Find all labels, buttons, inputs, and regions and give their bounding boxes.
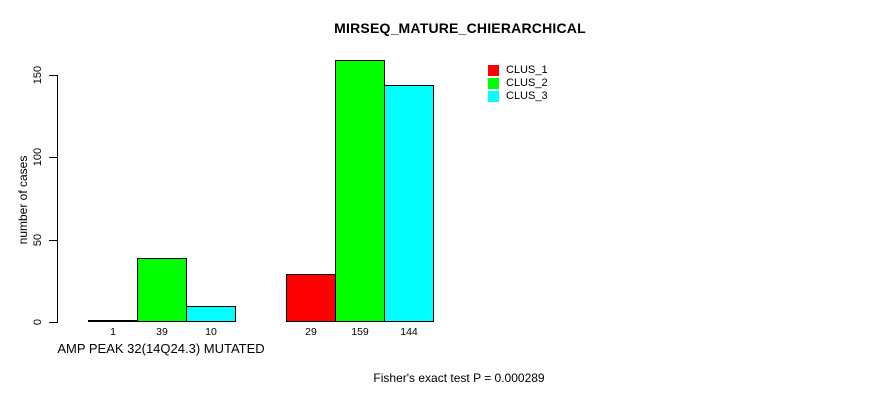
bar-value-label: 10: [205, 326, 217, 338]
y-axis-tick-label: 0: [32, 318, 44, 326]
bar-clus_3-group2: [384, 85, 434, 322]
legend-label-clus_1: CLUS_1: [506, 64, 548, 76]
x-axis-label: AMP PEAK 32(14Q24.3) MUTATED: [57, 341, 265, 356]
y-axis-tick: [49, 240, 57, 241]
legend-swatch-clus_1-icon: [488, 65, 499, 76]
legend-label-clus_3: CLUS_3: [506, 90, 548, 102]
bar-clus_2-group2: [335, 60, 385, 322]
chart-title: MIRSEQ_MATURE_CHIERARCHICAL: [334, 20, 586, 36]
y-axis-line: [57, 75, 58, 323]
y-axis-tick: [49, 322, 57, 323]
bar-value-label: 1: [110, 326, 116, 338]
bar-value-label: 159: [351, 326, 369, 338]
bar-clus_3-group1: [186, 306, 236, 322]
y-axis-tick-label: 50: [32, 233, 44, 247]
y-axis-tick-label: 100: [32, 147, 44, 167]
y-axis-label: number of cases: [16, 155, 30, 245]
footnote-fisher-test: Fisher's exact test P = 0.000289: [373, 371, 545, 385]
bar-clus_2-group1: [137, 258, 187, 322]
bar-clus_1-group1: [88, 320, 138, 322]
y-axis-tick: [49, 75, 57, 76]
legend-swatch-clus_2-icon: [488, 78, 499, 89]
y-axis-tick: [49, 157, 57, 158]
legend-swatch-clus_3-icon: [488, 91, 499, 102]
bar-value-label: 144: [400, 326, 418, 338]
bar-clus_1-group2: [286, 274, 336, 322]
bar-value-label: 39: [156, 326, 168, 338]
legend-label-clus_2: CLUS_2: [506, 77, 548, 89]
bar-value-label: 29: [305, 326, 317, 338]
y-axis-tick-label: 150: [32, 65, 44, 85]
